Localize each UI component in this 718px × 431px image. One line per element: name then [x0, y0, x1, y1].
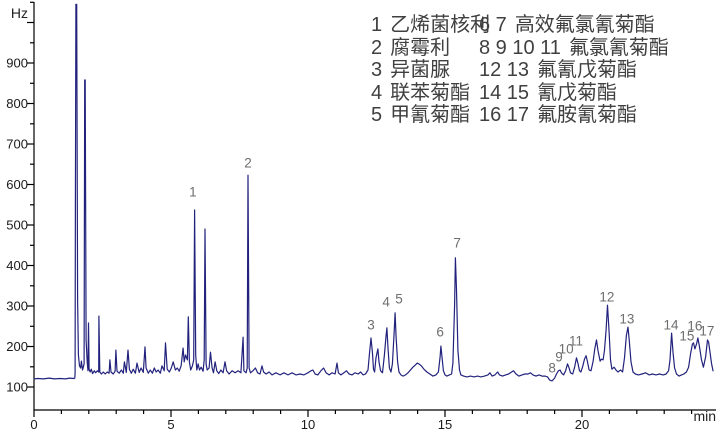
peak-label-12: 12: [599, 290, 614, 305]
peak-label-9: 9: [555, 350, 563, 365]
x-tick-label: 5: [167, 417, 174, 431]
y-tick-label: 900: [6, 56, 28, 71]
legend-compound-name: 异菌脲: [390, 59, 451, 82]
y-tick-label: 700: [6, 137, 28, 152]
peak-label-11: 11: [569, 333, 583, 348]
peak-label-15: 15: [679, 329, 694, 344]
legend-item: 8 9 10 11 氟氯氰菊酯: [479, 37, 669, 60]
legend-peak-numbers: 1: [371, 14, 383, 36]
peak-label-13: 13: [619, 312, 634, 327]
legend-compound-name: 氟氯氰菊酯: [568, 36, 669, 59]
legend-item: 2 腐霉利: [371, 37, 490, 60]
legend-peak-numbers: 12 13: [479, 59, 530, 82]
peak-label-17: 17: [699, 324, 714, 339]
peak-label-16: 16: [687, 318, 702, 333]
y-tick-label: 100: [6, 380, 28, 395]
legend-compound-name: 氟胺氰菊酯: [537, 104, 638, 127]
legend-peak-numbers: 6 7: [479, 14, 507, 36]
legend-compound-name: 氟氰戊菊酯: [537, 59, 638, 82]
x-axis-unit-label: min: [693, 408, 716, 424]
legend-item: 12 13 氟氰戊菊酯: [479, 59, 669, 82]
legend-compound-name: 甲氰菊酯: [390, 104, 471, 127]
legend-peak-numbers: 5: [371, 104, 383, 127]
peak-label-8: 8: [548, 361, 556, 376]
legend-peak-numbers: 4: [371, 81, 383, 104]
peak-label-5: 5: [395, 292, 403, 307]
legend-peak-numbers: 3: [371, 59, 383, 82]
peak-label-10: 10: [559, 341, 574, 356]
legend-item: 6 7 高效氟氯氰菊酯: [479, 14, 669, 37]
legend-column-left: 1 乙烯菌核利 2 腐霉利 3 异菌脲 4 联苯菊酯 5 甲氰菊酯: [371, 14, 490, 127]
x-tick-label: 10: [301, 417, 315, 431]
legend-peak-numbers: 14 15: [479, 81, 530, 104]
legend-item: 14 15 氰戊菊酯: [479, 82, 669, 105]
peak-label-2: 2: [244, 156, 252, 171]
y-tick-label: 600: [6, 177, 28, 192]
legend-column-right: 6 7 高效氟氯氰菊酯 8 9 10 11 氟氯氰菊酯 12 13 氟氰戊菊酯 14 …: [479, 14, 669, 127]
legend-peak-numbers: 16 17: [479, 104, 530, 127]
y-tick-label: 400: [6, 258, 28, 273]
legend-compound-name: 乙烯菌核利: [390, 14, 491, 36]
legend-compound-name: 联苯菊酯: [390, 81, 471, 104]
peak-label-4: 4: [382, 294, 390, 309]
peak-label-6: 6: [436, 324, 444, 339]
peak-label-7: 7: [453, 235, 461, 250]
y-tick-label: 800: [6, 96, 28, 111]
x-tick-label: 0: [30, 417, 37, 431]
legend-item: 3 异菌脲: [371, 59, 490, 82]
y-tick-label: 300: [6, 299, 28, 314]
peak-label-14: 14: [663, 318, 679, 333]
peak-label-1: 1: [189, 185, 197, 200]
legend-item: 16 17 氟胺氰菊酯: [479, 104, 669, 127]
peak-label-3: 3: [367, 318, 375, 333]
legend-compound-name: 腐霉利: [390, 36, 451, 59]
legend-peak-numbers: 2: [371, 36, 383, 59]
y-axis-unit-label: Hz: [11, 5, 28, 21]
x-tick-label: 15: [438, 417, 452, 431]
y-tick-label: 200: [6, 339, 28, 354]
chromatogram-trace: [33, 3, 714, 382]
legend-peak-numbers: 8 9 10 11: [479, 36, 561, 59]
legend-compound-name: 高效氟氯氰菊酯: [514, 14, 655, 36]
legend-item: 5 甲氰菊酯: [371, 104, 490, 127]
legend-item: 4 联苯菊酯: [371, 82, 490, 105]
legend-item: 1 乙烯菌核利: [371, 14, 490, 37]
legend-compound-name: 氰戊菊酯: [537, 81, 618, 104]
x-tick-label: 20: [575, 417, 589, 431]
y-tick-label: 500: [6, 218, 28, 233]
